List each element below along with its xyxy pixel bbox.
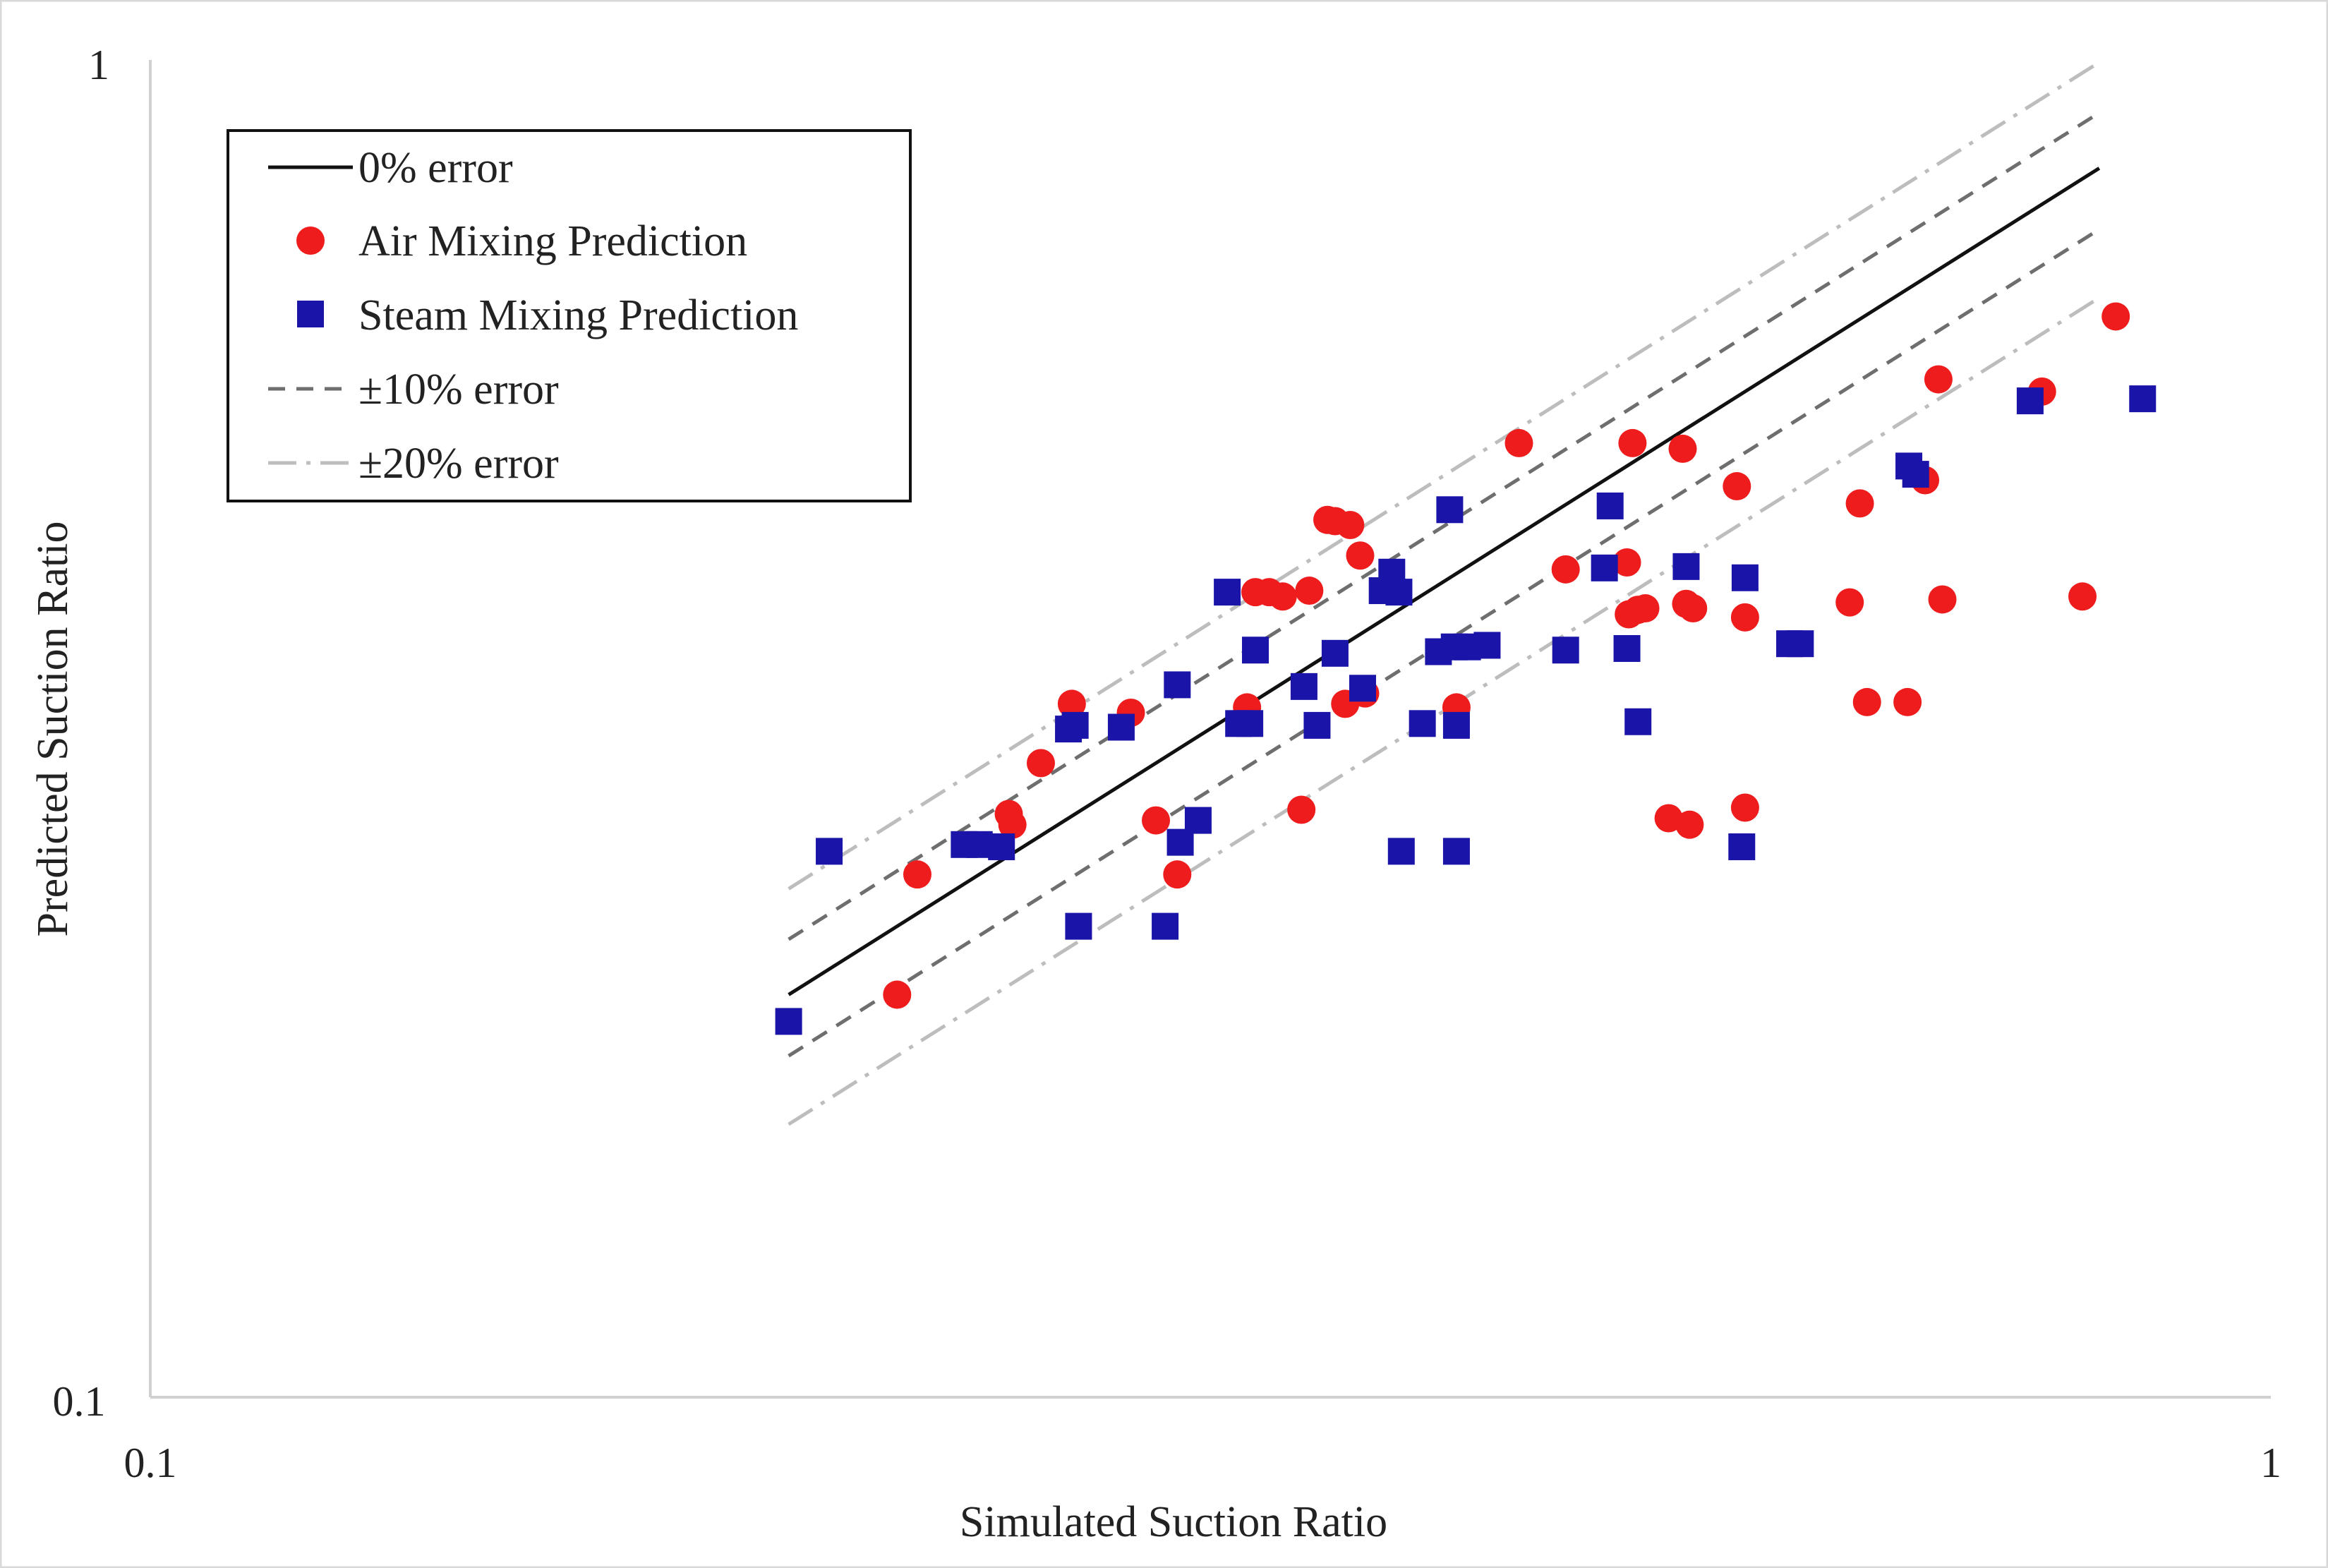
air-point-42 [1924,365,1953,394]
steam-point-6 [1061,711,1089,739]
air-point-13 [1287,795,1316,824]
air-point-34 [1723,472,1751,501]
air-point-5 [1057,689,1086,718]
steam-point-29 [1442,711,1470,739]
legend-symbol-steam-square [297,301,324,327]
air-point-31 [1679,594,1708,623]
steam-point-16 [1242,637,1269,664]
y-tick-label-top: 1 [88,42,109,88]
air-point-46 [2101,302,2130,331]
legend-box [227,129,912,502]
legend-label-steam: Steam Mixing Prediction [358,291,798,339]
air-point-37 [1835,588,1864,617]
steam-point-37 [1624,708,1652,735]
steam-point-36 [1613,634,1641,662]
air-point-35 [1730,603,1759,632]
air-point-1 [903,860,931,889]
y-axis-title: Predicted Suction Ratio [29,521,77,937]
steam-point-30 [1442,838,1470,865]
steam-point-20 [1349,675,1376,702]
steam-point-8 [1107,713,1135,741]
air-point-43 [1928,585,1957,614]
legend-label-air: Air Mixing Prediction [358,217,747,265]
steam-point-4 [988,833,1015,860]
air-point-45 [2068,582,2097,611]
steam-point-42 [1787,630,1814,658]
air-point-29 [1618,428,1647,457]
steam-point-13 [1214,579,1241,606]
steam-point-10 [1164,671,1191,699]
air-point-22 [1504,428,1533,457]
y-tick-label-bottom: 0.1 [53,1378,106,1425]
steam-point-15 [1236,710,1264,737]
steam-mixing-series [775,385,2157,1035]
air-point-0 [883,980,912,1009]
steam-point-27 [1436,496,1464,524]
legend: 0% error Air Mixing Prediction Steam Mix… [227,129,912,502]
steam-point-23 [1385,579,1413,606]
steam-point-40 [1728,833,1756,860]
steam-point-12 [1184,807,1212,834]
legend-label-zero-error: 0% error [358,144,513,192]
air-point-7 [1142,806,1171,835]
air-point-39 [1852,687,1881,716]
air-point-24 [1612,548,1641,577]
x-tick-label-left: 0.1 [124,1440,177,1486]
legend-symbol-air-circle [296,227,325,255]
air-point-27 [1631,594,1660,623]
air-point-19 [1346,541,1375,570]
steam-point-32 [1473,632,1501,659]
air-point-38 [1845,489,1874,518]
air-point-3 [998,810,1027,839]
air-point-40 [1893,687,1922,716]
steam-point-18 [1303,711,1331,739]
air-point-12 [1268,582,1297,611]
steam-point-7 [1065,912,1092,940]
x-tick-label-right: 1 [2260,1440,2281,1486]
steam-point-17 [1290,673,1317,700]
air-point-8 [1163,860,1192,889]
steam-point-34 [1591,554,1618,581]
steam-point-24 [1387,838,1415,865]
steam-point-44 [1902,461,1929,488]
air-point-18 [1336,510,1365,539]
legend-label-twenty-error: ±20% error [358,440,559,488]
steam-point-19 [1321,639,1349,667]
steam-point-38 [1672,553,1700,580]
steam-point-35 [1596,492,1624,519]
x-axis-title: Simulated Suction Ratio [960,1498,1387,1546]
air-point-4 [1026,749,1055,778]
air-point-32 [1668,434,1697,463]
steam-point-1 [816,838,843,865]
steam-point-0 [775,1008,802,1035]
steam-point-45 [2016,387,2044,415]
steam-point-46 [2129,385,2157,413]
steam-point-9 [1152,912,1179,940]
air-point-36 [1730,793,1759,822]
steam-point-39 [1731,564,1759,591]
steam-point-33 [1552,637,1579,664]
legend-label-ten-error: ±10% error [358,366,559,414]
air-point-23 [1551,555,1580,584]
air-point-14 [1295,577,1324,605]
air-point-33 [1675,810,1704,839]
steam-point-25 [1409,710,1436,737]
